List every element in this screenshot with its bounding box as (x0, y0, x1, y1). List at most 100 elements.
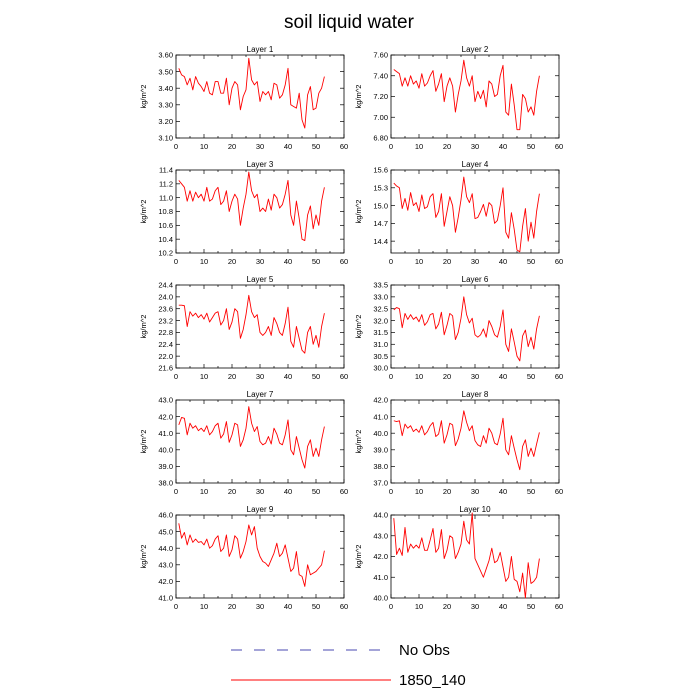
y-tick-label: 33.0 (373, 293, 388, 302)
x-tick-label: 20 (228, 257, 236, 266)
legend: No Obs 1850_140 (231, 642, 466, 689)
y-axis-label-layer-4: kg/m^2 (354, 200, 363, 224)
y-tick-label: 41.0 (373, 573, 388, 582)
panel-title-layer-8: Layer 8 (462, 390, 489, 399)
x-tick-label: 0 (174, 372, 178, 381)
x-tick-label: 30 (471, 602, 479, 611)
x-tick-label: 30 (471, 487, 479, 496)
y-tick-label: 10.8 (158, 207, 173, 216)
y-tick-label: 42.0 (158, 412, 173, 421)
y-tick-label: 44.0 (158, 544, 173, 553)
x-tick-label: 60 (340, 487, 348, 496)
x-tick-label: 0 (389, 372, 393, 381)
plot-frame-layer-8 (390, 399, 560, 484)
y-tick-label: 14.4 (373, 237, 388, 246)
y-tick-label: 11.0 (159, 193, 173, 202)
y-tick-label: 23.2 (158, 316, 173, 325)
y-tick-label: 15.3 (373, 183, 388, 192)
y-tick-label: 43.0 (158, 396, 173, 405)
x-tick-label: 50 (527, 487, 535, 496)
x-tick-label: 50 (312, 602, 320, 611)
y-tick-label: 31.0 (373, 340, 388, 349)
y-tick-label: 22.8 (158, 328, 173, 337)
x-tick-label: 10 (200, 372, 208, 381)
y-tick-label: 39.0 (158, 462, 173, 471)
y-tick-label: 42.0 (158, 577, 173, 586)
x-tick-label: 20 (443, 142, 451, 151)
x-tick-label: 0 (389, 257, 393, 266)
panel-title-layer-7: Layer 7 (247, 390, 274, 399)
x-tick-label: 10 (200, 142, 208, 151)
y-axis-label-layer-1: kg/m^2 (139, 85, 148, 109)
x-tick-label: 10 (415, 372, 423, 381)
y-tick-label: 21.6 (158, 364, 173, 373)
panel-layer-2: Layer 2 0 10 20 30 40 50 60 6.80 7.00 7.20 7.40 7.60… (354, 45, 563, 151)
x-tick-label: 30 (256, 142, 264, 151)
x-tick-label: 0 (174, 142, 178, 151)
x-tick-label: 50 (527, 257, 535, 266)
y-tick-label: 43.0 (158, 561, 173, 570)
y-tick-label: 38.0 (158, 479, 173, 488)
panel-layer-3: Layer 3 0 10 20 30 40 50 60 10.2 10.4 10.6 10.8 11.0… (139, 160, 348, 266)
panel-layer-9: Layer 9 0 10 20 30 40 50 60 41.0 42.0 43.0 44.0 45.0… (139, 505, 348, 611)
panel-title-layer-4: Layer 4 (462, 160, 489, 169)
x-tick-label: 60 (555, 602, 563, 611)
x-tick-label: 40 (284, 142, 292, 151)
panel-layer-8: Layer 8 0 10 20 30 40 50 60 37.0 38.0 39.0 40.0 41.0… (354, 390, 563, 496)
x-tick-label: 40 (499, 257, 507, 266)
y-tick-label: 43.0 (373, 531, 388, 540)
series-line-layer-2 (393, 59, 540, 131)
x-tick-label: 40 (284, 602, 292, 611)
y-tick-label: 40.0 (373, 594, 388, 603)
x-tick-label: 40 (499, 372, 507, 381)
x-tick-label: 0 (174, 257, 178, 266)
y-tick-label: 40.0 (373, 429, 388, 438)
panels-group: Layer 10 10 20 30 40 50 603.103.203.303.403.50… (139, 45, 563, 611)
legend-label-no-obs: No Obs (399, 642, 450, 659)
panel-title-layer-10: Layer 10 (459, 505, 491, 514)
x-tick-label: 10 (415, 142, 423, 151)
y-tick-label: 32.5 (373, 304, 388, 313)
panel-title-layer-6: Layer 6 (462, 275, 489, 284)
x-tick-label: 40 (284, 257, 292, 266)
x-tick-label: 60 (555, 372, 563, 381)
x-tick-label: 50 (312, 257, 320, 266)
series-line-layer-8 (393, 410, 540, 471)
y-tick-label: 37.0 (373, 479, 388, 488)
y-tick-label: 41.0 (158, 594, 173, 603)
x-tick-label: 60 (555, 257, 563, 266)
panel-title-layer-2: Layer 2 (462, 45, 489, 54)
x-tick-label: 30 (256, 372, 264, 381)
x-tick-label: 40 (499, 142, 507, 151)
series-line-layer-4 (393, 176, 540, 253)
x-tick-label: 0 (174, 602, 178, 611)
y-axis-label-layer-7: kg/m^2 (139, 430, 148, 454)
x-tick-label: 50 (527, 142, 535, 151)
y-tick-label: 6.80 (373, 134, 388, 143)
series-line-layer-7 (178, 406, 325, 469)
y-tick-label: 11.2 (159, 180, 173, 189)
y-tick-label: 42.0 (373, 396, 388, 405)
y-tick-label: 3.10 (158, 134, 173, 143)
y-tick-label: 23.6 (158, 304, 173, 313)
y-axis-label-layer-10: kg/m^2 (354, 545, 363, 569)
x-tick-label: 20 (443, 372, 451, 381)
y-tick-label: 46.0 (158, 511, 173, 520)
y-tick-label: 7.20 (373, 92, 388, 101)
x-tick-label: 50 (527, 602, 535, 611)
y-tick-label: 33.5 (373, 281, 388, 290)
x-tick-label: 20 (443, 602, 451, 611)
x-tick-label: 40 (284, 372, 292, 381)
y-tick-label: 11.4 (159, 166, 173, 175)
series-line-layer-1 (178, 57, 325, 129)
y-tick-label: 14.7 (373, 219, 388, 228)
x-tick-label: 0 (389, 602, 393, 611)
series-line-layer-5 (178, 294, 325, 354)
y-tick-label: 22.0 (158, 352, 173, 361)
x-tick-label: 10 (200, 602, 208, 611)
x-tick-label: 30 (256, 257, 264, 266)
x-tick-label: 40 (284, 487, 292, 496)
x-tick-label: 10 (415, 487, 423, 496)
y-axis-label-layer-8: kg/m^2 (354, 430, 363, 454)
